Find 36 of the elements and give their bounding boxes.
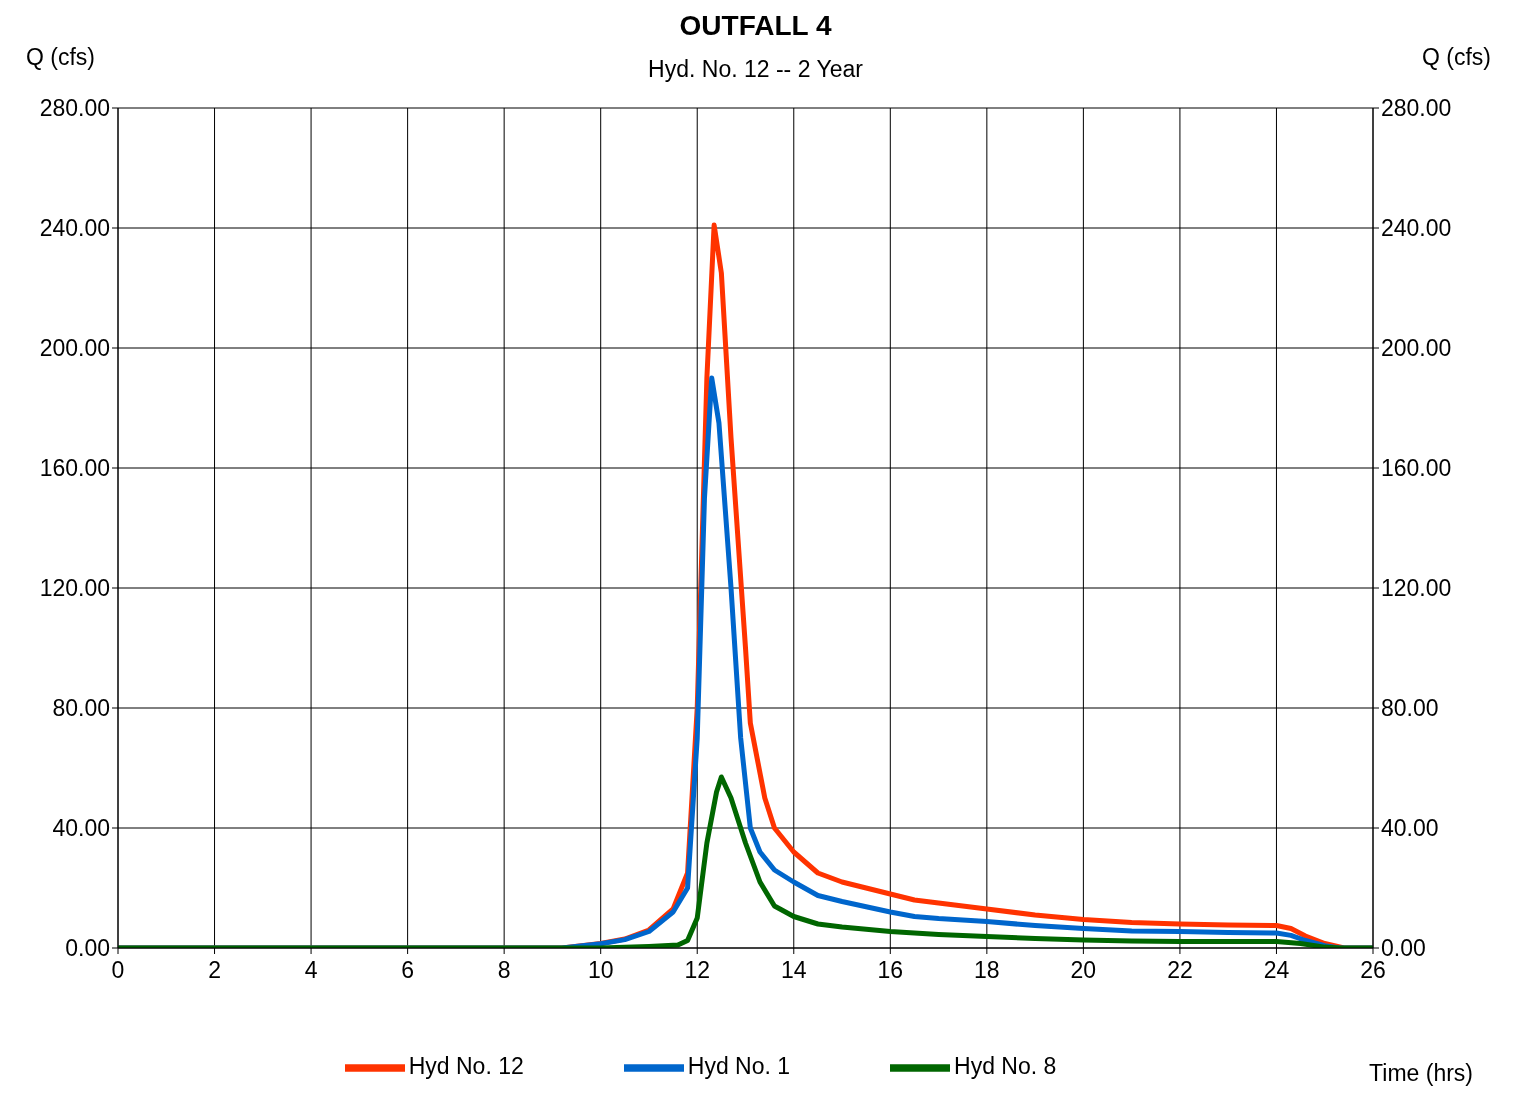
x-tick-label: 0 (111, 957, 125, 984)
chart-title: OUTFALL 4 (678, 10, 833, 42)
y2-tick-label: 200.00 (1381, 335, 1452, 362)
legend-label: Hyd No. 1 (687, 1053, 791, 1080)
y2-tick-label: 120.00 (1381, 575, 1452, 602)
chart-subtitle: Hyd. No. 12 -- 2 Year (648, 56, 863, 82)
x-tick-label: 22 (1167, 957, 1193, 984)
y-axis-title: Q (cfs) (26, 44, 95, 71)
y2-tick-label: 160.00 (1381, 455, 1452, 482)
y2-tick-label: 240.00 (1381, 215, 1452, 242)
x-tick-label: 14 (780, 957, 807, 984)
y-tick-label: 80.00 (52, 695, 110, 722)
y-tick-label: 240.00 (39, 215, 110, 242)
y2-tick-label: 40.00 (1381, 815, 1439, 842)
y-tick-label: 200.00 (39, 335, 110, 362)
x-tick-label: 4 (304, 957, 318, 984)
legend-label: Hyd No. 8 (954, 1053, 1057, 1080)
legend-label: Hyd No. 12 (408, 1053, 524, 1080)
x-tick-label: 12 (684, 957, 711, 984)
y-tick-label: 0.00 (65, 935, 110, 962)
y-tick-label: 120.00 (39, 575, 110, 602)
x-tick-label: 18 (974, 957, 1000, 984)
x-tick-label: 6 (401, 957, 415, 984)
y2-axis-title: Q (cfs) (1422, 44, 1491, 71)
x-tick-label: 20 (1070, 957, 1097, 984)
x-tick-label: 24 (1263, 957, 1290, 984)
x-tick-label: 8 (497, 957, 511, 984)
x-tick-label: 10 (587, 957, 614, 984)
y-tick-label: 40.00 (52, 815, 110, 842)
x-axis-title: Time (hrs) (1369, 1060, 1473, 1087)
y2-tick-label: 280.00 (1381, 95, 1452, 122)
y-tick-label: 280.00 (39, 95, 110, 122)
x-tick-label: 16 (877, 957, 904, 984)
y2-tick-label: 80.00 (1381, 695, 1439, 722)
y-tick-label: 160.00 (39, 455, 110, 482)
x-tick-label: 2 (208, 957, 221, 984)
